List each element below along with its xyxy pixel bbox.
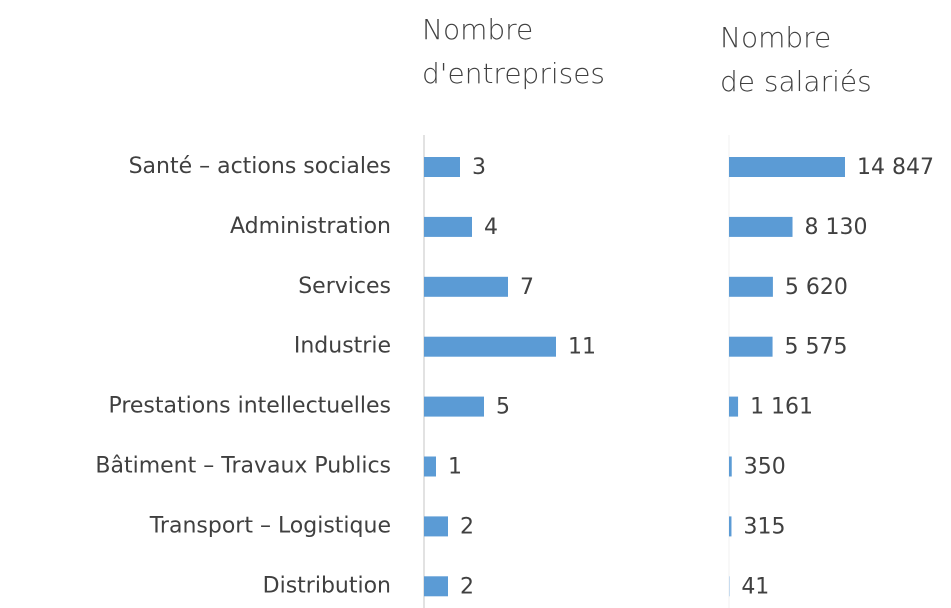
value-label: 2 bbox=[460, 514, 474, 539]
category-label: Industrie bbox=[294, 334, 391, 359]
bar bbox=[729, 456, 732, 477]
value-label: 3 bbox=[472, 155, 486, 180]
bar bbox=[424, 276, 508, 297]
bar bbox=[424, 336, 556, 357]
category-label: Transport – Logistique bbox=[149, 513, 391, 538]
value-label: 11 bbox=[568, 335, 596, 360]
value-label: 315 bbox=[743, 514, 785, 539]
value-label: 8 130 bbox=[805, 215, 868, 240]
bar bbox=[424, 216, 472, 237]
value-label: 1 161 bbox=[750, 395, 813, 420]
category-label: Bâtiment – Travaux Publics bbox=[95, 454, 391, 479]
value-label: 5 bbox=[496, 395, 510, 420]
category-label: Prestations intellectuelles bbox=[108, 394, 391, 419]
series-header: Nombre d'entreprises bbox=[422, 13, 606, 90]
value-label: 350 bbox=[744, 455, 786, 480]
bar bbox=[729, 396, 739, 417]
bar bbox=[424, 576, 448, 597]
bar bbox=[424, 157, 460, 177]
value-label: 1 bbox=[448, 455, 462, 480]
value-label: 5 620 bbox=[785, 275, 848, 300]
category-label: Distribution bbox=[263, 573, 391, 598]
value-label: 7 bbox=[520, 275, 534, 300]
bar bbox=[729, 516, 732, 537]
value-label: 5 575 bbox=[785, 335, 848, 360]
bar bbox=[729, 276, 773, 297]
category-label: Santé – actions sociales bbox=[129, 154, 391, 179]
bar bbox=[424, 396, 484, 417]
value-label: 4 bbox=[484, 215, 498, 240]
value-label: 41 bbox=[741, 574, 769, 599]
bar bbox=[729, 216, 793, 237]
value-label: 14 847 bbox=[857, 155, 934, 180]
bar bbox=[729, 336, 773, 357]
category-label: Administration bbox=[230, 214, 391, 239]
series-header: Nombre de salariés bbox=[720, 21, 872, 98]
category-label: Services bbox=[298, 274, 391, 299]
bar bbox=[424, 516, 448, 537]
bar bbox=[424, 456, 436, 477]
value-label: 2 bbox=[460, 574, 474, 599]
bar bbox=[729, 157, 845, 177]
